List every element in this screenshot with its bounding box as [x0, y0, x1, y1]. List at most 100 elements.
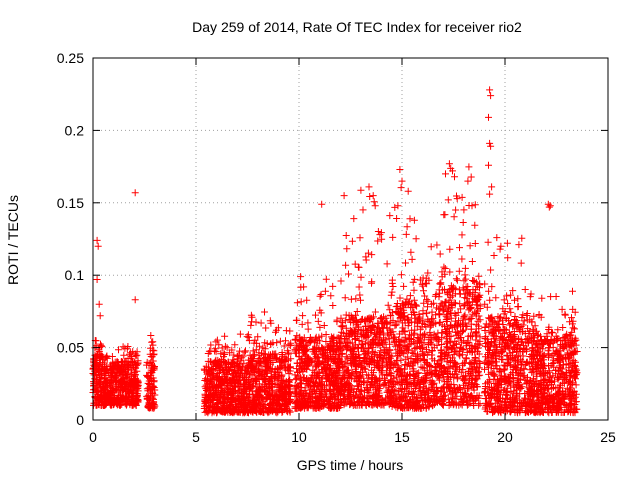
data-point [329, 302, 337, 309]
data-point [202, 394, 210, 402]
data-point [374, 228, 382, 235]
data-point [114, 358, 121, 366]
data-point [299, 312, 307, 320]
data-point [148, 338, 156, 346]
data-point [219, 379, 227, 387]
chart-title: Day 259 of 2014, Rate Of TEC Index for r… [192, 19, 522, 35]
data-point [118, 371, 126, 379]
data-point [440, 211, 448, 219]
data-point [220, 353, 227, 361]
data-point [316, 292, 324, 300]
data-point [267, 319, 275, 327]
data-point [244, 331, 252, 339]
data-point [433, 241, 441, 249]
data-point [251, 336, 259, 344]
data-point [273, 406, 281, 414]
data-point [316, 323, 324, 331]
data-point [204, 375, 212, 383]
data-point [102, 354, 110, 362]
data-point [124, 363, 132, 371]
data-point [384, 301, 392, 309]
data-point [441, 265, 449, 272]
data-point [386, 212, 394, 220]
data-point [322, 275, 330, 283]
data-point [538, 294, 546, 302]
data-point [119, 343, 127, 351]
data-point [488, 283, 496, 291]
data-point [440, 263, 448, 271]
data-point [214, 391, 222, 399]
data-point [280, 376, 288, 384]
data-point [298, 320, 306, 328]
data-point [215, 378, 223, 386]
data-point [388, 279, 396, 287]
data-point [481, 280, 489, 288]
data-point [147, 391, 155, 399]
data-point [427, 243, 435, 251]
data-point [278, 371, 286, 379]
data-point [442, 170, 449, 178]
data-point [397, 184, 405, 192]
data-point [226, 379, 234, 387]
data-point [284, 389, 292, 397]
data-point [353, 308, 361, 315]
data-point [228, 346, 236, 354]
data-point [250, 364, 258, 372]
data-point [97, 340, 104, 348]
data-point [143, 392, 151, 400]
data-point [236, 330, 244, 338]
data-point [265, 351, 273, 359]
data-point [407, 248, 415, 256]
data-point [212, 338, 220, 346]
data-point [113, 378, 121, 386]
data-point [459, 219, 467, 226]
data-point [569, 324, 577, 332]
data-point [221, 332, 229, 340]
data-point [225, 389, 233, 397]
data-point [511, 296, 518, 304]
data-point [233, 367, 241, 375]
data-point [303, 296, 311, 304]
data-point [211, 407, 219, 415]
data-point [240, 376, 248, 384]
data-point [244, 368, 251, 376]
data-point [253, 339, 261, 347]
data-point [100, 375, 108, 382]
data-point [458, 193, 466, 201]
data-point [438, 329, 446, 337]
data-point [221, 363, 229, 371]
data-point [229, 356, 237, 364]
data-point [102, 371, 110, 379]
data-point [215, 341, 223, 349]
data-point [214, 370, 222, 377]
data-point [456, 244, 463, 252]
data-point [475, 401, 483, 409]
data-point [244, 408, 252, 416]
data-point [210, 359, 218, 367]
data-point [355, 283, 363, 291]
data-point [378, 235, 386, 243]
data-point [458, 231, 466, 239]
data-point [107, 381, 115, 389]
data-point [453, 276, 461, 284]
data-point [461, 271, 469, 279]
data-point [321, 287, 329, 295]
data-point [206, 370, 213, 378]
data-point [112, 386, 120, 394]
data-point [285, 377, 292, 385]
data-point [207, 399, 215, 407]
data-point [147, 359, 155, 366]
data-point [547, 293, 555, 301]
data-point [504, 254, 512, 262]
data-point [129, 348, 137, 356]
data-point [150, 402, 158, 410]
data-point [469, 277, 477, 284]
data-point [220, 368, 228, 376]
data-point [241, 348, 249, 356]
data-point [357, 273, 365, 281]
data-point [464, 283, 472, 290]
data-point [254, 333, 262, 341]
data-point [242, 401, 249, 409]
data-point [242, 347, 249, 355]
data-point [515, 241, 523, 249]
